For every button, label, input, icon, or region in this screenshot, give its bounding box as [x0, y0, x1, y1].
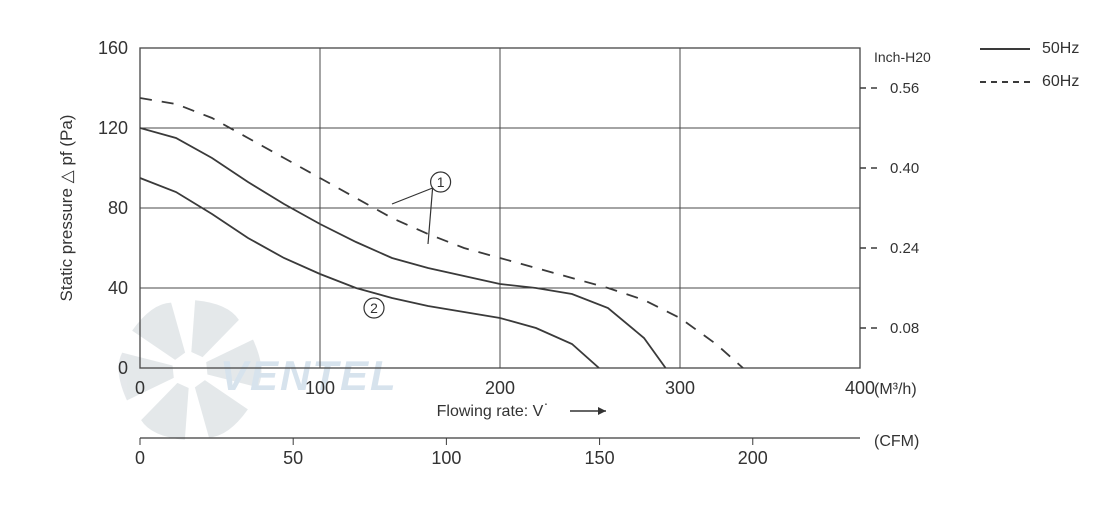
svg-text:0: 0 — [135, 448, 145, 468]
svg-text:0.56: 0.56 — [890, 80, 919, 97]
svg-text:100: 100 — [431, 448, 461, 468]
svg-text:0: 0 — [118, 358, 128, 378]
svg-text:Static pressure △ pf (Pa): Static pressure △ pf (Pa) — [57, 115, 76, 302]
svg-text:100: 100 — [305, 378, 335, 398]
svg-text:·: · — [544, 395, 549, 411]
legend-line-solid — [980, 48, 1030, 50]
legend-item-60hz: 60Hz — [980, 73, 1079, 91]
svg-text:200: 200 — [485, 378, 515, 398]
svg-text:0.24: 0.24 — [890, 240, 919, 257]
svg-text:200: 200 — [738, 448, 768, 468]
svg-text:2: 2 — [370, 300, 378, 316]
svg-text:40: 40 — [108, 278, 128, 298]
svg-text:300: 300 — [665, 378, 695, 398]
svg-text:80: 80 — [108, 198, 128, 218]
svg-text:50: 50 — [283, 448, 303, 468]
svg-text:0: 0 — [135, 378, 145, 398]
fan-curve-chart: VENTEL0100200300400040801201600.080.240.… — [20, 20, 940, 505]
svg-text:150: 150 — [585, 448, 615, 468]
svg-text:0.40: 0.40 — [890, 160, 919, 177]
legend-label: 60Hz — [1042, 73, 1079, 91]
legend-item-50hz: 50Hz — [980, 40, 1079, 58]
svg-text:Flowing rate: V: Flowing rate: V — [437, 403, 544, 420]
legend: 50Hz 60Hz — [980, 40, 1079, 106]
svg-text:120: 120 — [98, 118, 128, 138]
legend-line-dashed — [980, 81, 1030, 83]
svg-text:1: 1 — [437, 174, 445, 190]
svg-text:(CFM): (CFM) — [874, 433, 919, 450]
svg-text:400: 400 — [845, 378, 875, 398]
legend-label: 50Hz — [1042, 40, 1079, 58]
svg-text:Inch-H20: Inch-H20 — [874, 49, 931, 65]
svg-text:160: 160 — [98, 38, 128, 58]
svg-text:0.08: 0.08 — [890, 320, 919, 337]
svg-text:(M³/h): (M³/h) — [874, 381, 917, 398]
